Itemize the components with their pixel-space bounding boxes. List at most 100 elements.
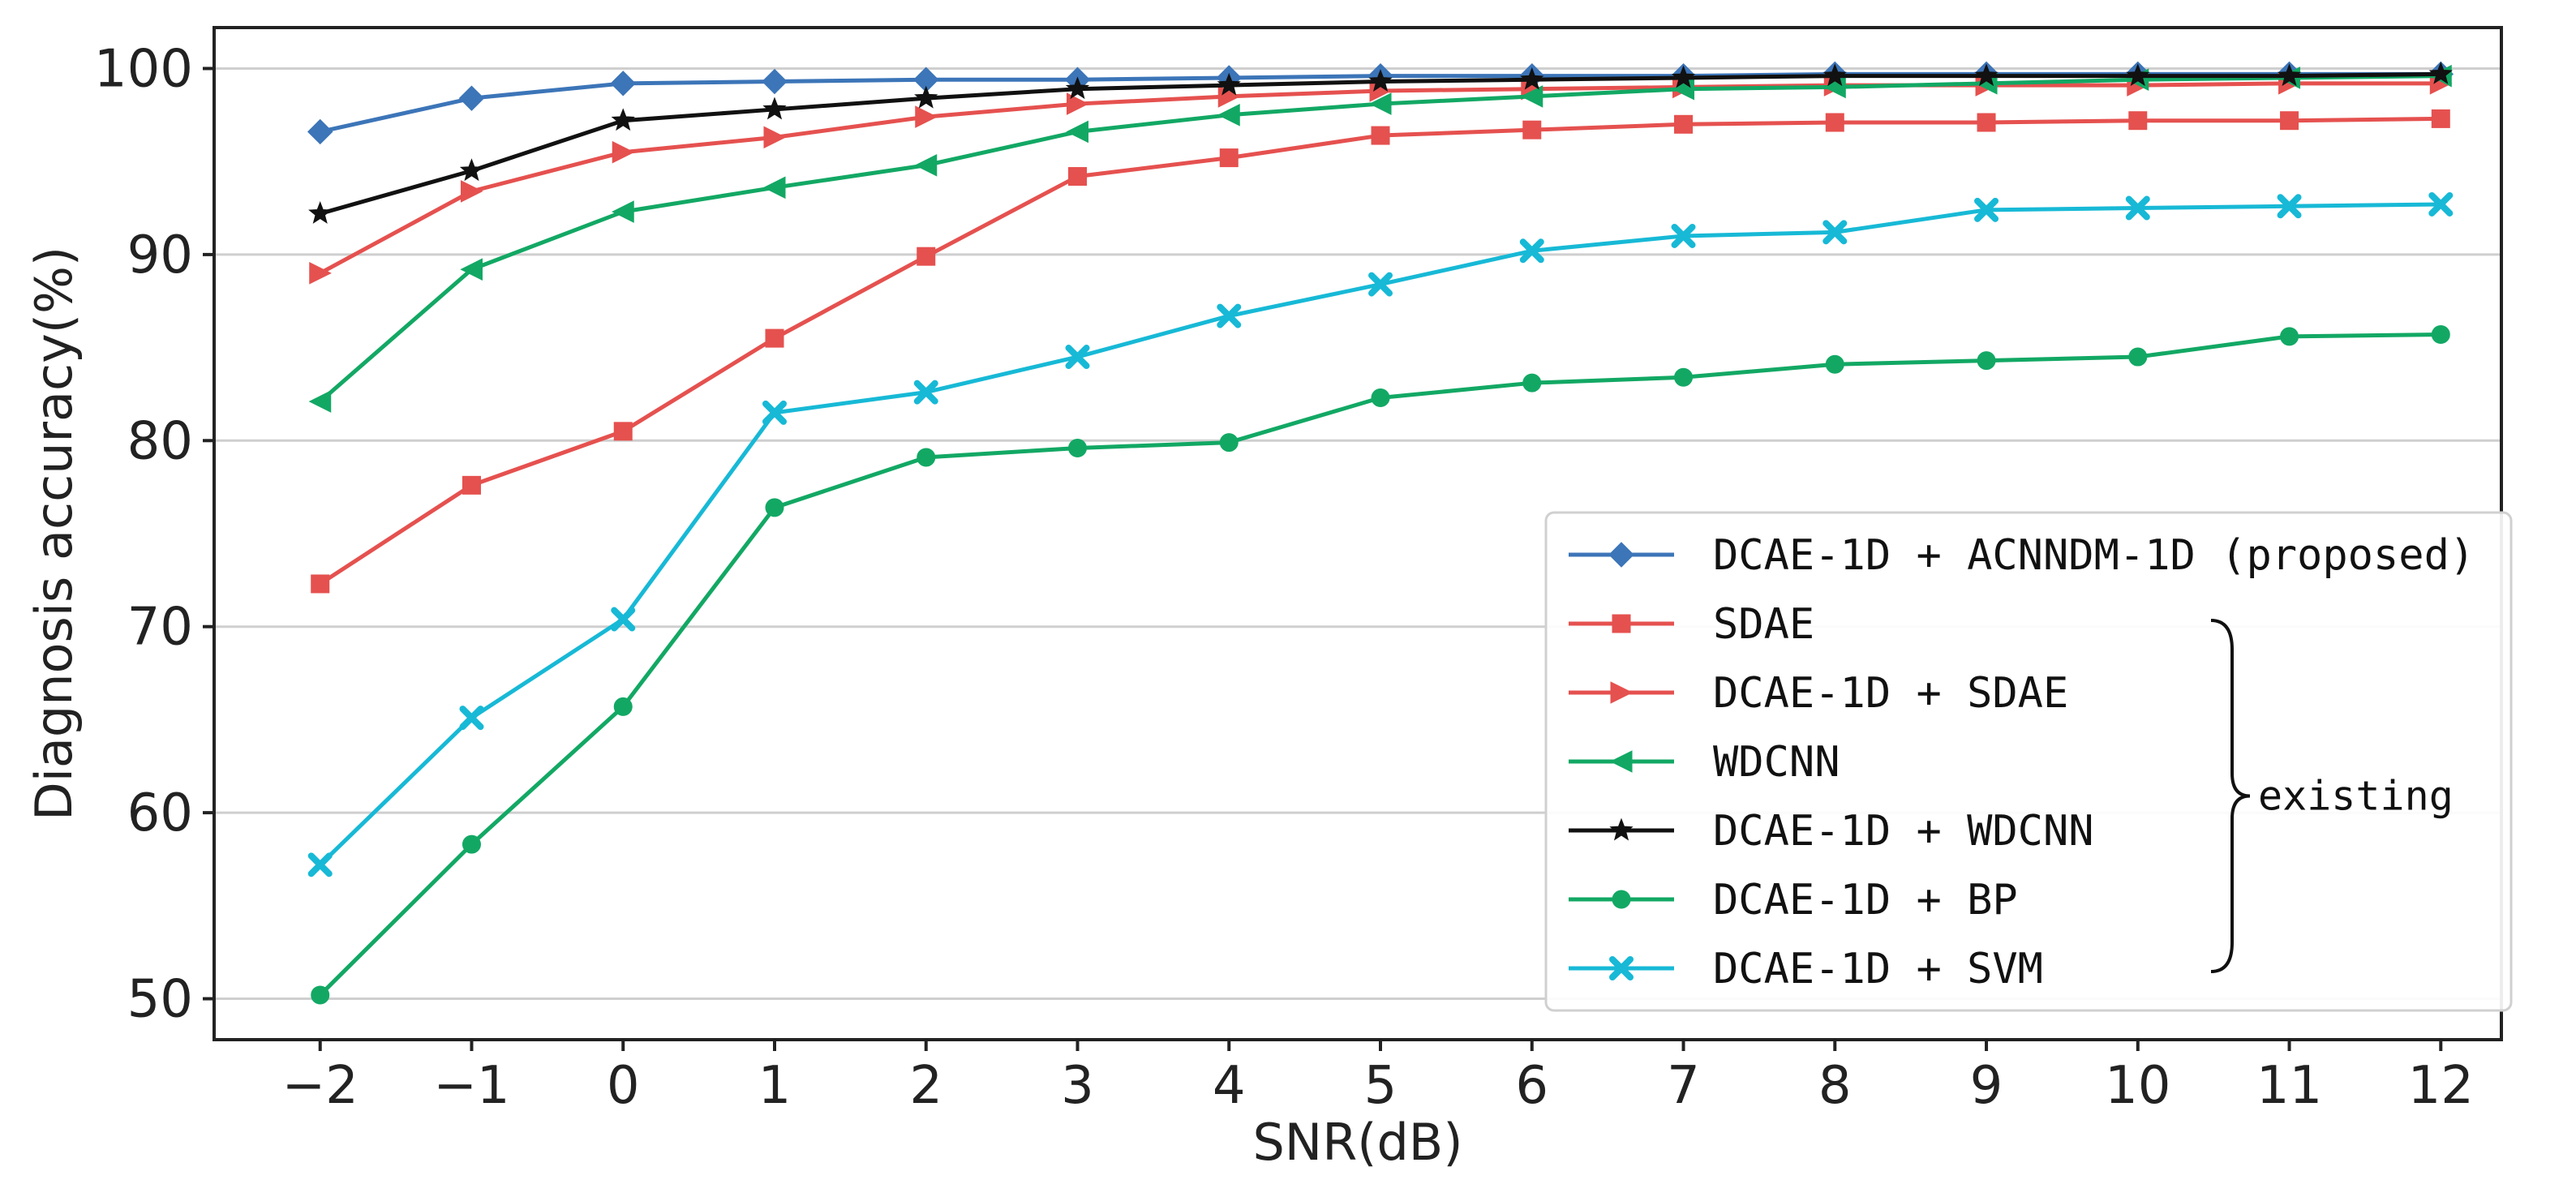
series-dcae-1d-svm [307,191,2454,877]
data-point-dcae-1d-wdcnn [459,158,484,182]
data-point-sdae [2280,111,2299,131]
data-point-sdae [917,247,936,266]
data-point-dcae-1d-wdcnn [762,97,787,120]
data-point-dcae-1d-sdae [1067,92,1089,115]
data-point-dcae-1d-wdcnn [1520,66,1544,90]
series-line-wdcnn [319,74,2441,404]
x-tick-label: 9 [1970,1056,2003,1116]
data-point-sdae [1977,113,1996,132]
data-point-sdae [1522,120,1542,139]
data-point-sdae [1825,113,1844,132]
data-point-dcae-1d-svm [1065,345,1090,370]
data-point-dcae-1d-bp [1371,388,1390,408]
x-tick-label: 8 [1818,1056,1852,1116]
data-point-dcae-1d-svm [1823,220,1848,245]
data-point-dcae-1d-acnndm-1d-proposed [458,85,485,111]
legend-marker [1609,956,1634,980]
data-point-dcae-1d-svm [307,852,333,877]
data-point-dcae-1d-svm [913,380,938,405]
legend-marker [1609,817,1634,841]
x-tick-label: 1 [758,1056,792,1116]
data-point-sdae [1068,167,1088,187]
data-point-sdae [2431,109,2450,128]
data-point-sdae [765,328,784,348]
data-point-dcae-1d-wdcnn [2126,63,2150,87]
data-point-dcae-1d-svm-stroke [611,607,636,632]
legend-marker-stroke [1609,956,1634,980]
series-dcae-1d-bp [311,325,2450,1005]
x-tick-label: 0 [607,1056,640,1116]
legend-label: DCAE-1D + WDCNN [1713,807,2094,856]
data-point-dcae-1d-svm [2277,194,2302,219]
data-point-dcae-1d-bp [1522,373,1542,393]
data-point-dcae-1d-wdcnn [914,85,938,109]
data-point-dcae-1d-bp [2128,347,2148,367]
y-tick-label: 70 [127,598,193,658]
data-point-dcae-1d-bp [1825,354,1844,374]
data-point-dcae-1d-svm-stroke [1368,272,1393,297]
data-point-dcae-1d-wdcnn [1217,72,1241,96]
legend-item-dcae-1d-acnndm-1d-proposed: DCAE-1D + ACNNDM-1D (proposed) [1569,531,2475,580]
legend-marker [1609,750,1633,773]
data-point-dcae-1d-svm-stroke [1671,223,1696,248]
data-point-dcae-1d-wdcnn [1974,63,1999,87]
data-point-dcae-1d-svm [2125,195,2150,221]
legend-item-sdae: SDAE [1569,600,1814,649]
legend-item-dcae-1d-sdae: DCAE-1D + SDAE [1569,669,2068,718]
data-point-dcae-1d-sdae [763,126,787,149]
data-point-wdcnn [460,258,483,281]
series-layer [307,61,2454,1005]
data-point-dcae-1d-wdcnn [2277,63,2302,87]
legend-item-dcae-1d-bp: DCAE-1D + BP [1569,876,2018,925]
legend-label: DCAE-1D + ACNNDM-1D (proposed) [1713,531,2475,580]
legend-label: WDCNN [1713,738,1840,787]
data-point-dcae-1d-sdae [612,140,635,164]
data-point-wdcnn [1368,92,1392,115]
data-point-dcae-1d-svm-stroke [1974,197,1999,222]
data-point-wdcnn [308,390,332,413]
legend-marker [1610,681,1634,704]
series-dcae-1d-wdcnn [308,61,2453,224]
data-point-dcae-1d-wdcnn [1823,63,1847,87]
data-point-dcae-1d-svm-stroke [2277,194,2302,219]
legend-marker [1608,542,1634,568]
data-point-dcae-1d-svm [2428,191,2454,217]
data-point-dcae-1d-bp [2431,325,2450,345]
data-point-sdae [311,574,330,594]
data-point-dcae-1d-svm [1974,197,1999,222]
data-point-dcae-1d-svm [762,400,787,425]
legend-label: DCAE-1D + BP [1713,876,2018,925]
x-tick-label: 12 [2408,1056,2474,1116]
legend-item-dcae-1d-wdcnn: DCAE-1D + WDCNN [1569,807,2094,856]
series-line-dcae-1d-sdae [319,81,2441,276]
legend-item-dcae-1d-svm: DCAE-1D + SVM [1569,945,2043,993]
data-point-sdae [613,422,633,441]
x-tick-label: 11 [2256,1056,2322,1116]
data-point-wdcnn [1066,120,1089,144]
data-point-dcae-1d-acnndm-1d-proposed [610,71,636,97]
data-point-dcae-1d-wdcnn [308,201,333,224]
data-point-dcae-1d-svm-stroke [1217,303,1242,328]
legend-item-wdcnn: WDCNN [1569,738,1840,787]
x-tick-label: 6 [1515,1056,1548,1116]
data-point-dcae-1d-svm-stroke [307,852,333,877]
data-point-dcae-1d-sdae [915,105,938,128]
data-point-dcae-1d-svm-stroke [2428,191,2454,217]
data-point-dcae-1d-svm [1217,303,1242,328]
data-point-dcae-1d-bp [311,985,330,1005]
data-point-dcae-1d-bp [765,498,784,517]
data-point-wdcnn [1520,85,1543,108]
data-point-dcae-1d-svm-stroke [1065,345,1090,370]
data-point-dcae-1d-bp [917,448,936,467]
x-tick-label: 10 [2105,1056,2170,1116]
data-point-dcae-1d-svm-stroke [762,400,787,425]
series-sdae [311,109,2450,594]
data-point-sdae [1371,126,1390,145]
data-point-dcae-1d-svm-stroke [1519,238,1544,264]
existing-label: existing [2258,773,2454,820]
legend-label: DCAE-1D + SDAE [1713,669,2068,718]
data-point-dcae-1d-wdcnn [1671,65,1696,88]
y-axis-title: Diagnosis accuracy(%) [24,247,84,821]
